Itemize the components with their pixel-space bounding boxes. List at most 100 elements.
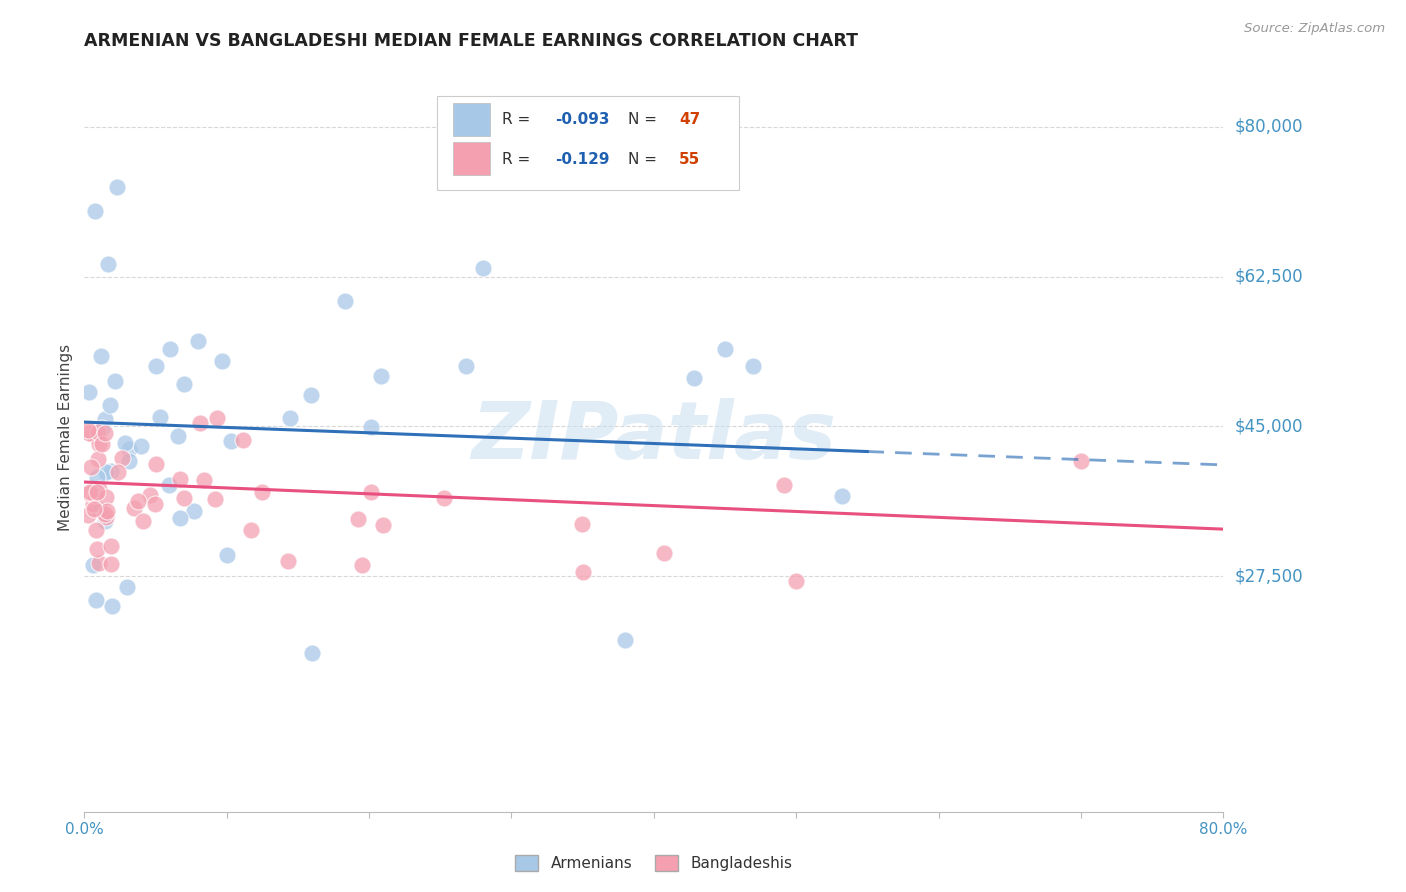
Point [77,508,100,522]
Point [219,434,242,448]
Point [350,558,373,573]
Text: ZIPatlas: ZIPatlas [471,398,837,476]
Point [77,423,100,437]
Point [87,436,110,450]
Point [94,510,117,524]
Point [173,491,195,506]
Point [117,454,139,468]
Point [187,334,209,348]
Point [277,554,299,568]
Point [370,368,392,383]
Point [127,493,149,508]
Point [94,507,117,521]
Point [83,488,105,502]
Point [188,416,211,430]
Point [682,370,704,384]
Point [90,349,112,363]
Text: 55: 55 [679,153,700,167]
Point [742,359,765,374]
Point [104,374,127,388]
FancyBboxPatch shape [453,103,489,136]
Y-axis label: Median Female Earnings: Median Female Earnings [58,343,73,531]
Point [105,179,128,194]
Point [82,558,104,573]
Point [100,599,122,613]
Point [96,504,118,518]
Point [87,482,110,496]
Point [831,489,853,503]
Point [301,646,323,660]
Text: Source: ZipAtlas.com: Source: ZipAtlas.com [1244,22,1385,36]
Point [250,484,273,499]
Point [167,429,190,443]
Point [82,498,104,512]
Point [94,425,117,440]
Text: R =: R = [502,153,536,167]
Point [145,359,167,374]
Point [169,511,191,525]
Text: $62,500: $62,500 [1234,268,1303,285]
Point [122,501,145,516]
Point [183,503,205,517]
Point [280,411,302,425]
Point [433,491,456,506]
Point [87,451,110,466]
Point [86,470,108,484]
Point [157,478,180,492]
Point [96,465,118,479]
FancyBboxPatch shape [453,143,489,176]
Legend: Armenians, Bangladeshis: Armenians, Bangladeshis [508,847,800,879]
Point [94,514,117,528]
Point [90,436,112,450]
Point [773,478,796,492]
Point [91,421,114,435]
Text: $27,500: $27,500 [1234,567,1303,585]
Point [785,574,807,588]
Text: $45,000: $45,000 [1234,417,1303,435]
Point [571,565,593,579]
Point [714,343,737,357]
Point [143,497,166,511]
Point [614,633,637,648]
Text: $80,000: $80,000 [1234,118,1303,136]
Point [83,428,105,442]
Point [114,435,136,450]
Point [115,580,138,594]
Point [84,203,107,218]
Point [169,472,191,486]
Point [346,512,368,526]
Point [159,343,181,357]
Point [79,485,101,500]
Point [360,419,382,434]
Point [107,465,129,479]
Point [100,557,122,571]
Text: -0.093: -0.093 [555,112,609,128]
Point [94,411,117,425]
Point [139,488,162,502]
Point [373,518,395,533]
Point [100,539,122,553]
Point [94,490,117,504]
Text: N =: N = [627,112,661,128]
Text: R =: R = [502,112,536,128]
Text: -0.129: -0.129 [555,153,609,167]
Point [118,442,141,457]
Text: N =: N = [627,153,661,167]
Point [86,541,108,556]
Point [193,473,215,487]
Point [77,485,100,500]
Point [145,457,167,471]
Point [299,388,322,402]
Point [232,433,254,447]
Point [1070,453,1092,467]
Point [456,359,478,374]
Point [129,439,152,453]
Point [86,592,108,607]
Point [333,293,356,308]
Point [215,548,238,562]
Point [77,426,100,441]
Text: 47: 47 [679,112,700,128]
Point [204,491,226,506]
Text: ARMENIAN VS BANGLADESHI MEDIAN FEMALE EARNINGS CORRELATION CHART: ARMENIAN VS BANGLADESHI MEDIAN FEMALE EA… [84,32,858,50]
Point [472,260,495,275]
